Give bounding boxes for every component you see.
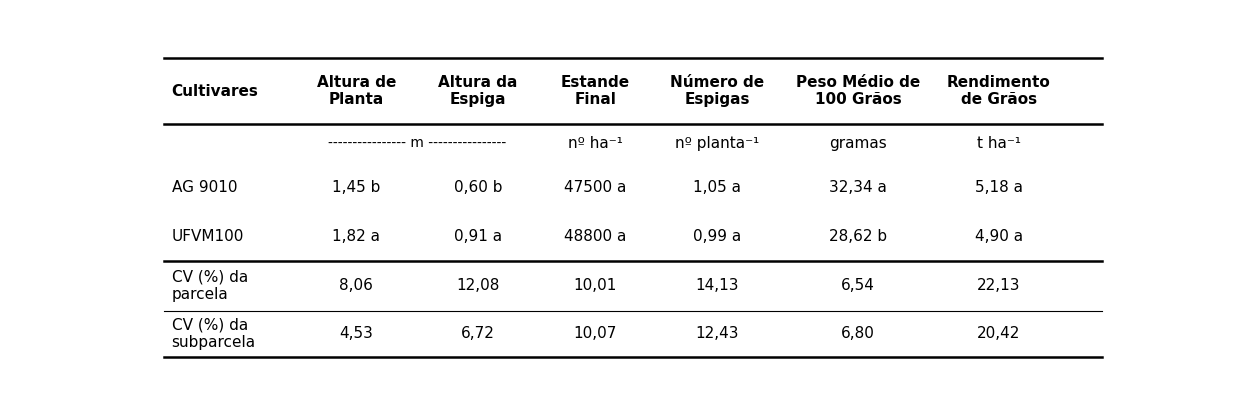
Text: 28,62 b: 28,62 b — [829, 229, 887, 244]
Text: 10,07: 10,07 — [574, 326, 618, 341]
Text: 10,01: 10,01 — [574, 278, 618, 293]
Text: Estande
Final: Estande Final — [561, 75, 630, 107]
Text: 12,43: 12,43 — [695, 326, 739, 341]
Text: 1,45 b: 1,45 b — [332, 180, 380, 195]
Text: CV (%) da
subparcela: CV (%) da subparcela — [172, 317, 256, 350]
Text: Rendimento
de Grãos: Rendimento de Grãos — [947, 75, 1051, 107]
Text: 5,18 a: 5,18 a — [974, 180, 1023, 195]
Text: gramas: gramas — [829, 136, 887, 151]
Text: 20,42: 20,42 — [977, 326, 1020, 341]
Text: 32,34 a: 32,34 a — [829, 180, 887, 195]
Text: UFVM100: UFVM100 — [172, 229, 245, 244]
Text: 22,13: 22,13 — [977, 278, 1020, 293]
Text: 48800 a: 48800 a — [564, 229, 626, 244]
Text: ---------------- m ----------------: ---------------- m ---------------- — [329, 136, 506, 151]
Text: nº ha⁻¹: nº ha⁻¹ — [568, 136, 622, 151]
Text: nº planta⁻¹: nº planta⁻¹ — [676, 136, 760, 151]
Text: 6,72: 6,72 — [461, 326, 495, 341]
Text: 1,05 a: 1,05 a — [693, 180, 741, 195]
Text: Altura da
Espiga: Altura da Espiga — [438, 75, 517, 107]
Text: 4,53: 4,53 — [340, 326, 373, 341]
Text: 1,82 a: 1,82 a — [332, 229, 380, 244]
Text: Número de
Espigas: Número de Espigas — [671, 75, 764, 107]
Text: Altura de
Planta: Altura de Planta — [316, 75, 396, 107]
Text: Cultivares: Cultivares — [172, 84, 258, 99]
Text: 14,13: 14,13 — [695, 278, 739, 293]
Text: 8,06: 8,06 — [340, 278, 373, 293]
Text: AG 9010: AG 9010 — [172, 180, 237, 195]
Text: 4,90 a: 4,90 a — [974, 229, 1023, 244]
Text: CV (%) da
parcela: CV (%) da parcela — [172, 270, 248, 302]
Text: 47500 a: 47500 a — [564, 180, 626, 195]
Text: t ha⁻¹: t ha⁻¹ — [977, 136, 1021, 151]
Text: 12,08: 12,08 — [457, 278, 500, 293]
Text: 0,60 b: 0,60 b — [454, 180, 503, 195]
Text: Peso Médio de
100 Grãos: Peso Médio de 100 Grãos — [795, 75, 920, 107]
Text: 0,91 a: 0,91 a — [454, 229, 503, 244]
Text: 6,80: 6,80 — [841, 326, 874, 341]
Text: 0,99 a: 0,99 a — [693, 229, 741, 244]
Text: 6,54: 6,54 — [841, 278, 874, 293]
